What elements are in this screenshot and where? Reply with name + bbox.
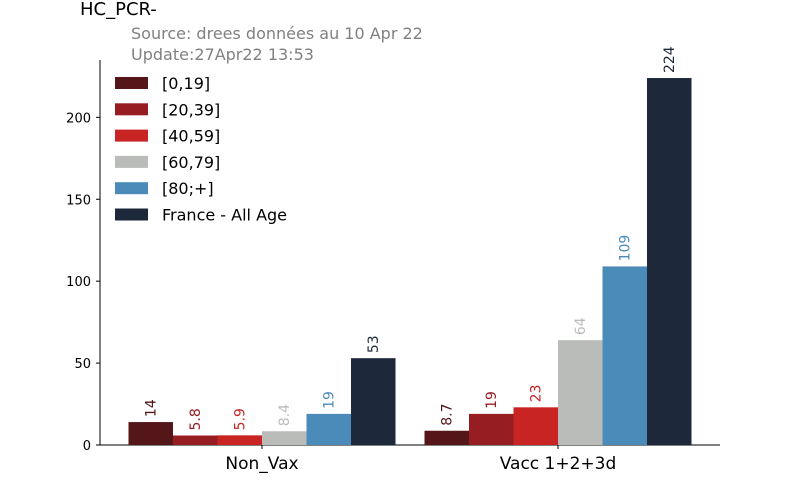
bar-value-label: 64	[573, 317, 589, 335]
chart-title: HC_PCR-	[80, 0, 157, 20]
legend-swatch	[115, 182, 148, 195]
bar	[262, 431, 307, 445]
legend-label: [0,19]	[162, 74, 210, 93]
bar-value-label: 19	[484, 391, 500, 409]
y-tick-label: 200	[66, 111, 91, 126]
legend-label: France - All Age	[162, 206, 287, 225]
bar-value-label: 23	[529, 384, 545, 402]
bar	[306, 413, 351, 445]
legend: [0,19] [20,39] [40,59] [60,79] [80;+] France …	[115, 74, 287, 225]
legend-label: [20,39]	[162, 100, 220, 119]
bar	[424, 430, 469, 445]
legend-swatch	[115, 208, 148, 221]
bar	[513, 407, 558, 445]
bar	[217, 435, 262, 445]
legend-label: [80;+]	[162, 179, 214, 198]
y-tick-label: 150	[66, 193, 91, 208]
bar-value-label: 53	[366, 335, 382, 353]
bar	[128, 422, 173, 445]
bar-value-label: 14	[144, 399, 160, 417]
bar	[173, 435, 218, 445]
y-tick-label: 50	[74, 357, 91, 372]
bar-value-label: 224	[662, 46, 678, 73]
x-tick-label: Non_Vax	[225, 454, 298, 474]
bar	[647, 78, 692, 446]
plot-area: 0 50 100 150 200 Non_Vax 14 5.8 5.9 8.4 19 53 Vacc 1…	[66, 46, 720, 474]
y-tick-label: 100	[66, 275, 91, 290]
legend-label: [60,79]	[162, 153, 220, 172]
x-tick-label: Vacc 1+2+3d	[500, 454, 617, 474]
legend-swatch	[115, 103, 148, 116]
bar	[469, 413, 514, 445]
legend-swatch	[115, 155, 148, 168]
y-tick-label: 0	[83, 439, 91, 454]
bar-value-label: 109	[618, 235, 634, 262]
legend-label: [40,59]	[162, 127, 220, 146]
chart-subtitle-update: Update:27Apr22 13:53	[131, 45, 314, 64]
bar	[558, 340, 603, 445]
bar-value-label: 8.7	[440, 403, 456, 425]
bar-value-label: 5.9	[233, 408, 249, 430]
legend-swatch	[115, 77, 148, 89]
bar-value-label: 19	[322, 391, 338, 409]
bar-value-label: 5.8	[188, 408, 204, 430]
legend-swatch	[115, 129, 148, 142]
bar	[351, 358, 396, 445]
chart-subtitle-source: Source: drees données au 10 Apr 22	[131, 24, 423, 43]
bar	[602, 266, 647, 445]
bar-value-label: 8.4	[277, 404, 293, 426]
